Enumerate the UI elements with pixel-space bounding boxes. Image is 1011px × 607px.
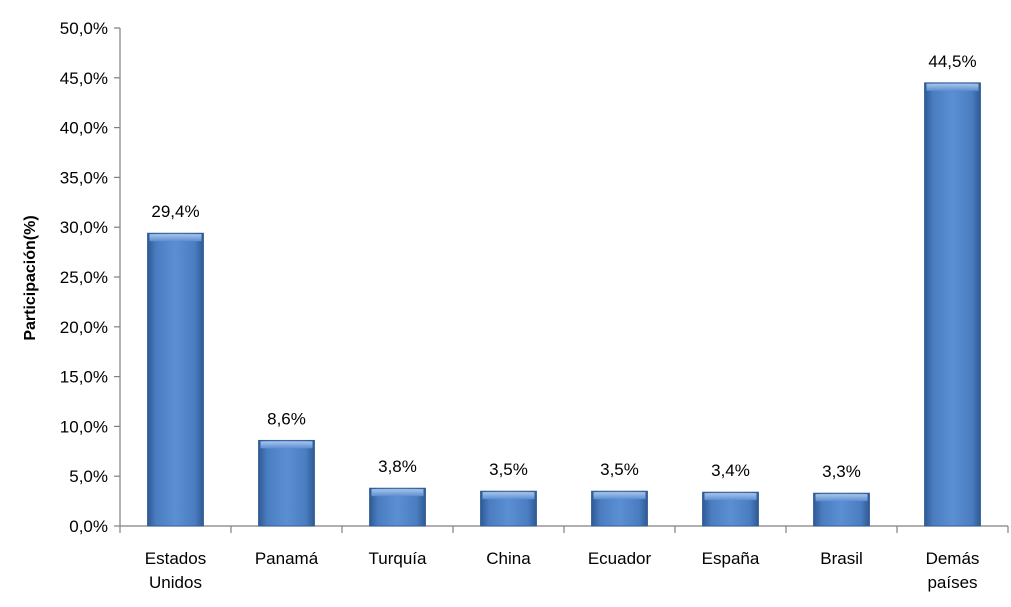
bar-highlight bbox=[815, 494, 868, 502]
bar-highlight bbox=[593, 492, 646, 500]
category-label: Estados Unidos bbox=[145, 549, 206, 592]
data-labels: 29,4% 8,6% 3,8% 3,5% 3,5% 3,4% 3,3% 44,5% bbox=[151, 52, 976, 481]
bar bbox=[924, 82, 981, 527]
data-label: 3,3% bbox=[822, 462, 861, 481]
bar-body bbox=[258, 439, 315, 527]
y-tick-label: 50,0% bbox=[60, 19, 108, 38]
y-tick-label: 0,0% bbox=[69, 517, 108, 536]
data-label: 3,5% bbox=[600, 460, 639, 479]
bar bbox=[591, 490, 648, 527]
category-label-line: países bbox=[927, 573, 977, 592]
bar-highlight bbox=[371, 489, 424, 497]
bar bbox=[147, 232, 204, 527]
y-tick-label: 15,0% bbox=[60, 368, 108, 387]
y-tick-label: 5,0% bbox=[69, 467, 108, 486]
category-label: Turquía bbox=[369, 549, 428, 568]
bar bbox=[369, 487, 426, 527]
category-label: China bbox=[486, 549, 531, 568]
bar-highlight bbox=[704, 493, 757, 501]
bar bbox=[480, 490, 537, 527]
category-label-line: Demás bbox=[926, 549, 980, 568]
bar-highlight bbox=[482, 492, 535, 500]
y-tick-label: 35,0% bbox=[60, 168, 108, 187]
bar bbox=[702, 491, 759, 527]
bar-highlight bbox=[260, 441, 313, 449]
bar-body bbox=[147, 232, 204, 527]
y-axis: 0,0% 5,0% 10,0% 15,0% 20,0% 25,0% 30,0% 35,0% 40… bbox=[60, 19, 121, 536]
bar-highlight bbox=[149, 234, 202, 242]
category-label: Brasil bbox=[820, 549, 863, 568]
bars bbox=[147, 82, 981, 527]
bar-body bbox=[924, 82, 981, 527]
category-label: España bbox=[702, 549, 760, 568]
y-axis-title: Participación(%) bbox=[22, 215, 39, 340]
y-tick-label: 10,0% bbox=[60, 417, 108, 436]
category-labels: Estados Unidos Panamá Turquía China Ecuador Es… bbox=[145, 549, 980, 592]
y-tick-label: 40,0% bbox=[60, 119, 108, 138]
category-label: Panamá bbox=[255, 549, 319, 568]
data-label: 3,5% bbox=[489, 460, 528, 479]
y-tick-label: 20,0% bbox=[60, 318, 108, 337]
category-label: Demás países bbox=[926, 549, 980, 592]
y-tick-label: 25,0% bbox=[60, 268, 108, 287]
category-label-line: Turquía bbox=[369, 549, 428, 568]
y-tick-label: 45,0% bbox=[60, 69, 108, 88]
category-label-line: España bbox=[702, 549, 760, 568]
category-label-line: Unidos bbox=[149, 573, 202, 592]
bar bbox=[813, 492, 870, 527]
category-label-line: Brasil bbox=[820, 549, 863, 568]
category-label-line: China bbox=[486, 549, 531, 568]
data-label: 44,5% bbox=[928, 52, 976, 71]
data-label: 8,6% bbox=[267, 409, 306, 428]
x-axis bbox=[119, 525, 1009, 533]
data-label: 3,8% bbox=[378, 457, 417, 476]
category-label-line: Ecuador bbox=[588, 549, 652, 568]
category-label-line: Panamá bbox=[255, 549, 319, 568]
category-label: Ecuador bbox=[588, 549, 652, 568]
data-label: 29,4% bbox=[151, 202, 199, 221]
category-label-line: Estados bbox=[145, 549, 206, 568]
bar-highlight bbox=[926, 83, 979, 91]
y-tick-label: 30,0% bbox=[60, 218, 108, 237]
bar bbox=[258, 439, 315, 527]
data-label: 3,4% bbox=[711, 461, 750, 480]
